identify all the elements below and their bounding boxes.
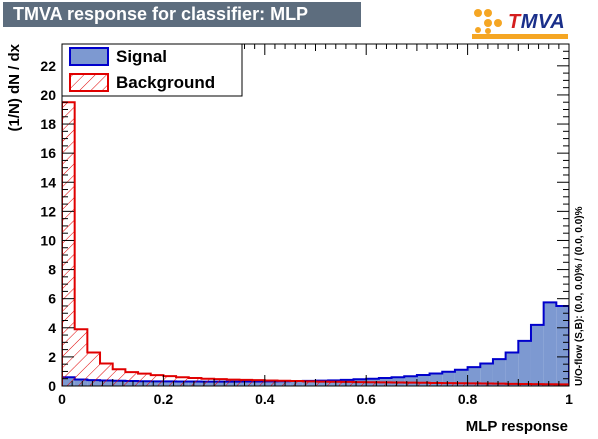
legend-background-label: Background <box>116 73 215 92</box>
background-bin-28 <box>416 382 430 386</box>
signal-bin-37 <box>530 324 544 386</box>
logo-bar <box>472 34 568 39</box>
logo-dots-icon <box>474 9 502 34</box>
y-tick-label: 0 <box>48 378 56 394</box>
background-bin-16 <box>264 380 278 386</box>
background-bin-33 <box>480 383 493 386</box>
background-bin-22 <box>340 381 354 386</box>
background-bin-14 <box>239 379 253 386</box>
background-bin-13 <box>226 379 240 386</box>
y-tick-label: 12 <box>40 203 56 219</box>
background-bin-10 <box>188 377 202 386</box>
background-bin-18 <box>290 381 303 386</box>
background-bin-24 <box>366 382 379 386</box>
logo-text: TMVA <box>508 11 565 34</box>
background-bin-5 <box>125 372 139 386</box>
x-tick-label: 0.8 <box>458 391 478 407</box>
x-tick-label: 0.4 <box>255 391 275 407</box>
x-tick-label: 0.6 <box>356 391 376 407</box>
chart-title: TMVA response for classifier: MLP <box>3 2 361 27</box>
legend: Signal Background <box>61 43 243 97</box>
histogram-bars <box>62 101 569 386</box>
background-bin-2 <box>87 352 101 386</box>
background-bin-9 <box>176 377 189 386</box>
x-axis: 0 0.2 0.4 0.6 0.8 1 <box>58 44 573 407</box>
plot-area <box>62 44 569 386</box>
background-bin-8 <box>163 376 177 386</box>
background-bin-17 <box>277 380 291 386</box>
signal-bin-33 <box>480 363 493 386</box>
y-tick-label: 10 <box>40 232 56 248</box>
signal-bin-32 <box>467 367 481 386</box>
y-tick-label: 16 <box>40 145 56 161</box>
background-bin-34 <box>492 383 506 386</box>
tmva-logo: TMVA <box>472 8 568 40</box>
overflow-note: U/O-flow (S,B): (0.0, 0.0)% / (0.0, 0.0)… <box>574 206 585 386</box>
x-tick-label: 0.2 <box>154 391 174 407</box>
x-axis-title: MLP response <box>466 418 568 435</box>
y-tick-label: 2 <box>48 349 56 365</box>
signal-bin-35 <box>505 352 519 386</box>
y-tick-label: 6 <box>48 291 56 307</box>
y-tick-label: 8 <box>48 262 56 278</box>
logo-letter-t: T <box>508 11 521 33</box>
background-bin-25 <box>378 382 392 386</box>
background-bin-36 <box>518 383 531 386</box>
background-bin-27 <box>404 382 417 386</box>
legend-signal-label: Signal <box>116 47 167 66</box>
background-bin-19 <box>302 381 316 386</box>
legend-signal-swatch <box>69 47 109 66</box>
y-tick-label: 4 <box>48 320 56 336</box>
background-bin-30 <box>442 383 455 386</box>
background-bin-15 <box>252 380 265 386</box>
background-bin-23 <box>353 382 367 386</box>
y-tick-label: 18 <box>40 116 56 132</box>
x-tick-label: 1 <box>565 391 573 407</box>
background-bin-31 <box>454 383 468 386</box>
signal-bin-34 <box>492 359 506 386</box>
x-tick-label: 0 <box>58 391 66 407</box>
signal-bin-31 <box>454 369 468 386</box>
logo-letters: MVA <box>520 11 566 33</box>
signal-bin-27 <box>404 376 417 386</box>
y-tick-label: 14 <box>40 174 56 190</box>
background-bin-20 <box>315 381 329 386</box>
background-bin-7 <box>150 375 164 386</box>
background-bin-21 <box>328 381 341 386</box>
legend-background-swatch <box>69 73 109 92</box>
y-axis: 0 2 4 6 8 10 12 14 16 18 20 22 <box>40 43 569 394</box>
background-bin-4 <box>112 369 126 386</box>
background-bin-32 <box>467 383 481 386</box>
background-bin-0 <box>62 102 75 386</box>
y-tick-label: 22 <box>40 58 56 74</box>
background-bin-3 <box>100 363 113 386</box>
signal-bin-39 <box>556 305 569 386</box>
background-bin-26 <box>391 382 405 386</box>
y-tick-label: 20 <box>40 87 56 103</box>
background-bin-1 <box>74 329 88 386</box>
signal-bin-38 <box>543 302 557 386</box>
background-bin-35 <box>505 383 519 386</box>
background-bin-12 <box>214 379 227 386</box>
background-bin-29 <box>429 382 443 386</box>
y-axis-title: (1/N) dN / dx <box>6 43 23 131</box>
background-bin-11 <box>201 378 215 386</box>
signal-bin-36 <box>518 340 531 386</box>
signal-bin-28 <box>416 374 430 386</box>
background-bin-6 <box>138 373 151 386</box>
